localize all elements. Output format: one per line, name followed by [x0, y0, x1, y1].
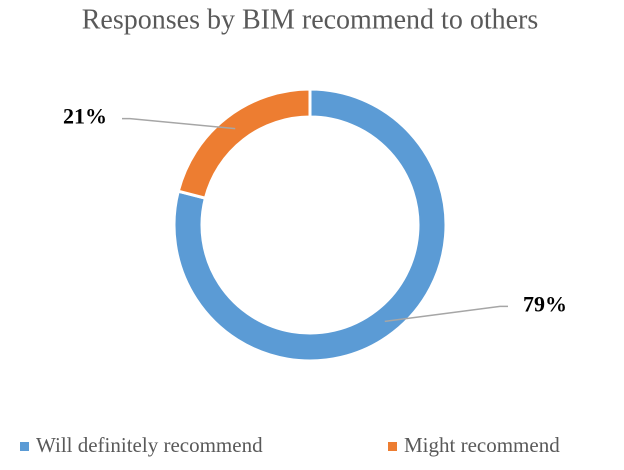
legend-label: Might recommend — [404, 433, 560, 457]
legend-swatch — [388, 442, 397, 451]
chart-title: Responses by BIM recommend to others — [82, 4, 539, 35]
leader-line — [384, 305, 508, 323]
legend-label: Will definitely recommend — [36, 433, 263, 457]
data-label: 21% — [63, 104, 107, 129]
donut-slice — [172, 87, 448, 363]
data-label: 79% — [523, 291, 567, 316]
legend-swatch — [20, 442, 29, 451]
leader-line — [122, 117, 236, 130]
donut-slice — [176, 87, 312, 200]
